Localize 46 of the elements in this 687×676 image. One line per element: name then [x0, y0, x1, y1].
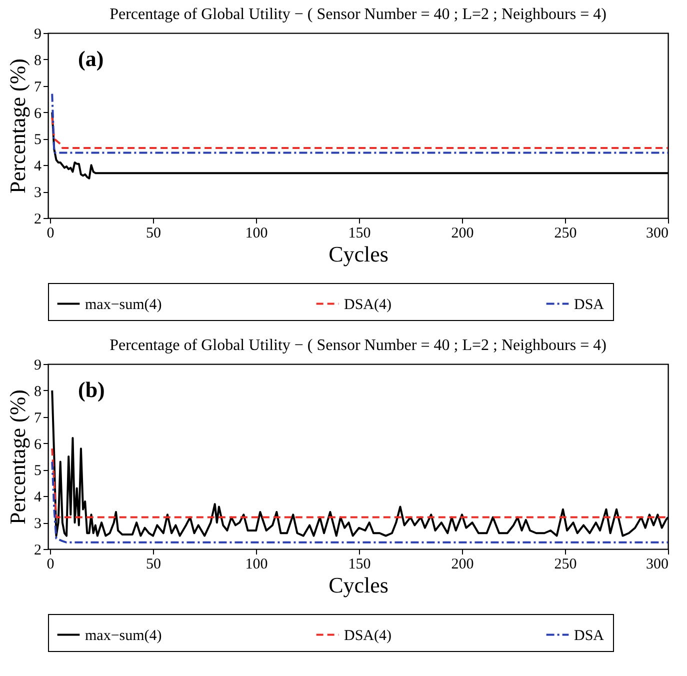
- chart-title: Percentage of Global Utility − ( Sensor Number = 40 ; L=2 ; Neighbours = 4): [110, 6, 606, 23]
- y-tick-label: 5: [34, 132, 42, 148]
- y-tick-label: 5: [34, 463, 42, 480]
- x-axis-title: Cycles: [328, 242, 388, 266]
- y-tick-label: 9: [34, 26, 42, 42]
- legend-label: DSA: [574, 628, 604, 644]
- x-tick-label: 300: [646, 556, 668, 572]
- x-tick-label: 300: [646, 226, 668, 242]
- x-tick-label: 50: [146, 556, 162, 572]
- x-tick-label: 50: [146, 226, 162, 242]
- line-series: [51, 116, 668, 149]
- x-tick-label: 0: [46, 556, 54, 572]
- x-tick-label: 150: [348, 556, 371, 572]
- y-axis-title: Percentage (%): [5, 58, 30, 194]
- y-tick-label: 6: [34, 436, 42, 453]
- x-tick-label: 0: [46, 226, 54, 242]
- y-tick-label: 4: [34, 490, 42, 506]
- legend-label: max−sum(4): [85, 628, 162, 644]
- y-tick-label: 2: [34, 542, 42, 558]
- x-tick-label: 250: [554, 556, 577, 572]
- x-tick-label: 150: [348, 226, 371, 242]
- chart-title: Percentage of Global Utility − ( Sensor Number = 40 ; L=2 ; Neighbours = 4): [110, 337, 606, 354]
- y-tick-label: 3: [34, 185, 42, 202]
- legend-label: DSA(4): [344, 296, 392, 313]
- y-tick-label: 2: [34, 212, 42, 228]
- y-tick-label: 3: [34, 516, 42, 532]
- y-tick-label: 7: [34, 410, 42, 426]
- y-tick-label: 4: [34, 158, 42, 175]
- y-tick-label: 6: [34, 106, 42, 122]
- x-tick-label: 100: [245, 556, 268, 572]
- x-tick-label: 250: [554, 226, 577, 242]
- y-tick-label: 8: [34, 384, 42, 400]
- y-tick-label: 8: [34, 52, 42, 69]
- annotation: (a): [78, 46, 104, 71]
- y-tick-label: 7: [34, 79, 42, 96]
- x-axis-title: Cycles: [328, 572, 388, 598]
- y-axis-title: Percentage (%): [5, 390, 30, 524]
- x-tick-label: 100: [245, 226, 268, 242]
- x-tick-label: 200: [451, 226, 474, 242]
- legend-label: max−sum(4): [85, 296, 162, 313]
- y-tick-label: 9: [34, 358, 42, 374]
- annotation: (b): [78, 377, 105, 402]
- legend-label: DSA: [574, 296, 604, 313]
- x-tick-label: 200: [451, 556, 474, 572]
- legend-label: DSA(4): [344, 628, 392, 644]
- line-series: [51, 460, 668, 544]
